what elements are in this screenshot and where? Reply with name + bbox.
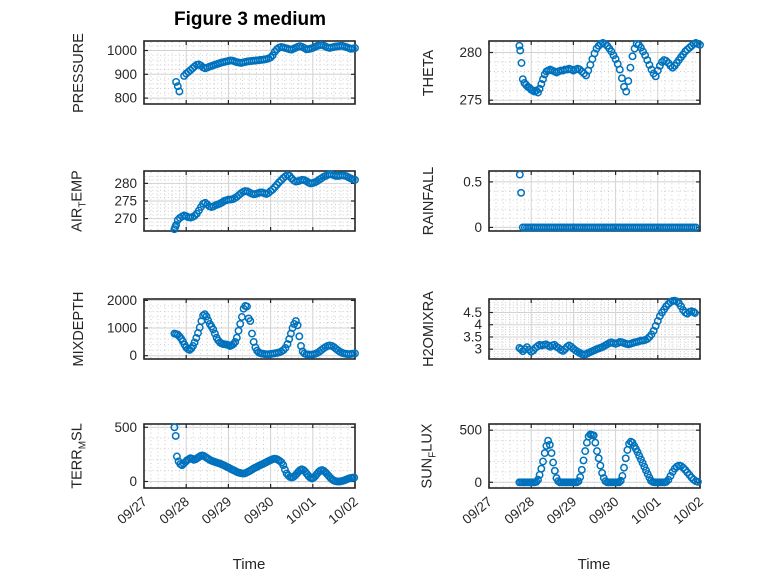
xtick-label: 10/01 — [283, 494, 319, 527]
subplot-terr_msl: 0 500 09/27 09/28 09/29 09/30 10/01 10/02 — [114, 420, 361, 527]
ylabel-air_temp: AIRTEMP — [70, 170, 89, 232]
subplot-pressure: 800 900 1000 — [107, 40, 359, 106]
terr_msl-ytick-label: 0 — [129, 474, 137, 489]
xtick-label: 10/02 — [325, 494, 361, 527]
ylabel-terr_msl: TERRMSL — [70, 423, 89, 489]
air_temp-ytick-labels: 270 275 280 — [114, 176, 137, 226]
mixdepth-ytick-label: 0 — [129, 348, 137, 363]
h2omixra-ytick-label: 4.5 — [463, 305, 482, 320]
h2omixra-series-markers — [515, 296, 699, 359]
h2omixra-tick-marks — [488, 299, 701, 359]
theta-series-markers — [515, 38, 704, 97]
terr_msl-ytick-labels: 0 500 — [114, 420, 137, 489]
xtick-label: 09/28 — [502, 494, 538, 527]
mixdepth-ytick-label: 1000 — [107, 321, 137, 336]
air_temp-ytick-label: 270 — [114, 211, 137, 226]
mixdepth-ytick-label: 2000 — [107, 293, 137, 308]
xtick-label: 09/27 — [459, 494, 495, 527]
air_temp-series-markers — [170, 170, 359, 234]
theta-ytick-label: 280 — [459, 45, 482, 60]
time-axis-label: Time — [577, 556, 611, 573]
ylabel-mixdepth-text: MIXDEPTH — [71, 291, 87, 367]
theta-tick-marks — [488, 41, 701, 104]
sun_flux-series-markers — [515, 430, 702, 487]
ylabel-pressure: PRESSURE — [71, 33, 87, 113]
ylabel-pressure-text: PRESSURE — [71, 32, 87, 113]
h2omixra-axes-box — [488, 298, 701, 360]
ylabel-h2omixra: H2OMIXRA — [421, 291, 437, 367]
figure-title: Figure 3 medium — [173, 9, 327, 30]
theta-axes-box — [488, 40, 701, 105]
sun_flux-ytick-label: 0 — [474, 475, 482, 490]
sun_flux-ytick-labels: 0 500 — [459, 423, 482, 490]
pressure-minor-grid — [145, 42, 354, 103]
ylabel-theta: THETA — [421, 49, 437, 95]
rainfall-minor-grid — [490, 172, 699, 230]
mixdepth-series-markers — [170, 301, 359, 359]
terr_msl-series-markers — [170, 423, 359, 486]
mixdepth-axes-box — [143, 298, 356, 360]
h2omixra-ytick-label: 3 — [474, 342, 482, 357]
air_temp-tick-marks — [143, 171, 356, 231]
pressure-ytick-labels: 800 900 1000 — [107, 43, 137, 106]
pressure-ytick-label: 800 — [114, 91, 137, 106]
rainfall-plot-background — [489, 171, 700, 231]
h2omixra-ytick-label: 3.5 — [463, 330, 482, 345]
theta-ytick-label: 275 — [459, 93, 482, 108]
ylabel-air_temp-text: EMP — [69, 170, 86, 202]
subplot-theta: 275 280 — [459, 38, 704, 108]
terr_msl-ytick-label: 500 — [114, 420, 137, 435]
ylabel-air_temp-text: AIR — [69, 207, 86, 232]
subplot-mixdepth: 0 1000 2000 — [107, 293, 359, 363]
terr_msl-xtick-labels: 09/27 09/28 09/29 09/30 10/01 10/02 — [114, 494, 361, 527]
mixdepth-ytick-labels: 0 1000 2000 — [107, 293, 137, 363]
ylabel-terr_msl-subscript: M — [77, 440, 89, 450]
time-axis-label: Time — [232, 556, 266, 573]
xtick-label: 09/29 — [199, 494, 235, 527]
ylabel-rainfall: RAINFALL — [421, 167, 437, 236]
ylabel-sun_flux-text: SUN — [419, 457, 436, 489]
pressure-ytick-label: 1000 — [107, 43, 137, 58]
pressure-series-markers — [172, 40, 359, 96]
ylabel-sun_flux-subscript: F — [427, 451, 439, 458]
ylabel-terr_msl-text: SL — [69, 423, 86, 441]
pressure-axes-box — [143, 40, 356, 105]
sun_flux-axes-box — [488, 423, 701, 489]
xtick-label: 10/01 — [628, 494, 664, 527]
ylabel-terr_msl-text: TERR — [69, 449, 86, 489]
theta-ytick-labels: 275 280 — [459, 45, 482, 108]
ylabel-mixdepth: MIXDEPTH — [71, 292, 87, 367]
xtick-label: 09/28 — [157, 494, 193, 527]
rainfall-ytick-label: 0 — [474, 220, 482, 235]
air_temp-ytick-label: 280 — [114, 176, 137, 191]
xtick-label: 09/29 — [544, 494, 580, 527]
ylabel-sun_flux: SUNFLUX — [420, 424, 439, 489]
air_temp-ytick-label: 275 — [114, 194, 137, 209]
ylabel-air_temp-subscript: T — [77, 201, 89, 208]
ylabel-h2omixra-text: H2OMIXRA — [421, 291, 437, 367]
sun_flux-ytick-label: 500 — [459, 423, 482, 438]
terr_msl-axes-box — [143, 423, 356, 489]
rainfall-ytick-labels: 00.5 — [463, 174, 482, 235]
subplot-air_temp: 270 275 280 — [114, 170, 359, 234]
rainfall-series-markers — [515, 170, 700, 232]
xtick-label: 10/02 — [670, 494, 706, 527]
ylabel-theta-text: THETA — [421, 49, 437, 96]
xtick-label: 09/30 — [586, 494, 622, 527]
subplot-h2omixra: 33.544.5 — [463, 296, 701, 360]
terr_msl-minor-grid — [145, 425, 354, 487]
h2omixra-ytick-label: 4 — [474, 317, 482, 332]
subplot-rainfall: 00.5 — [463, 170, 701, 235]
rainfall-ytick-label: 0.5 — [463, 174, 482, 189]
ylabel-sun_flux-text: LUX — [419, 423, 436, 452]
subplot-sun_flux: 0 500 09/27 09/28 09/29 09/30 10/01 10/02 — [459, 423, 706, 527]
ylabel-rainfall-text: RAINFALL — [421, 166, 437, 236]
h2omixra-ytick-labels: 33.544.5 — [463, 305, 482, 357]
sun_flux-xtick-labels: 09/27 09/28 09/29 09/30 10/01 10/02 — [459, 494, 706, 527]
xtick-label: 09/27 — [114, 494, 150, 527]
xtick-label: 09/30 — [241, 494, 277, 527]
pressure-ytick-label: 900 — [114, 67, 137, 82]
